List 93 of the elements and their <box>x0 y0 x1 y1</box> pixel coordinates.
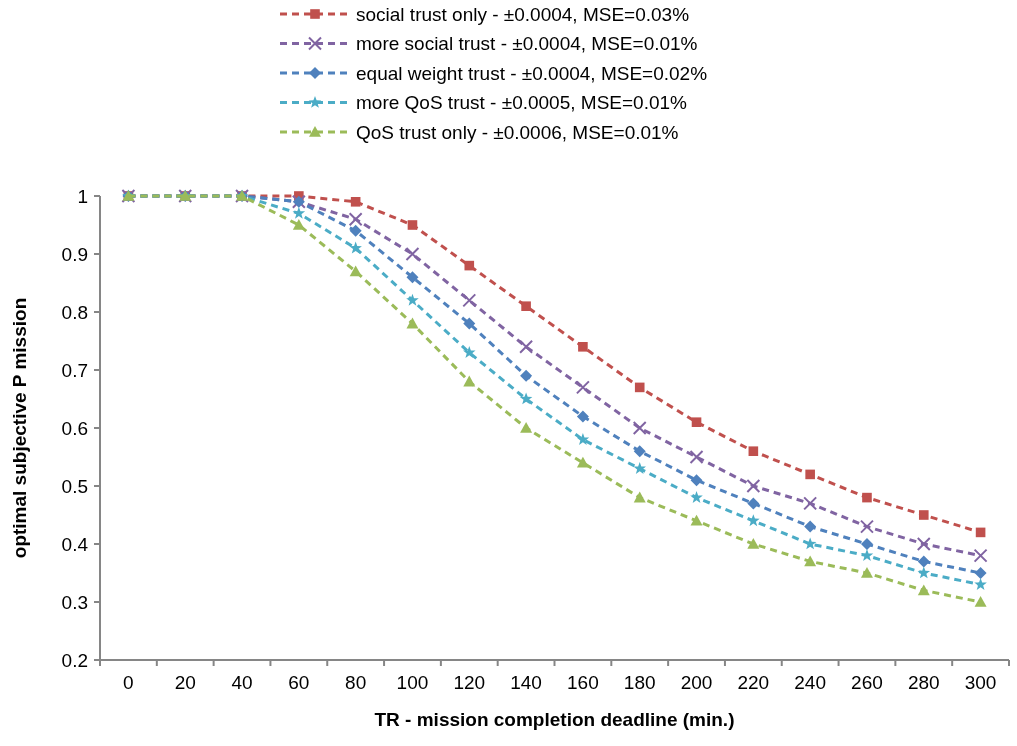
point <box>405 247 420 261</box>
point <box>690 474 703 487</box>
point <box>860 538 873 550</box>
point <box>803 537 817 550</box>
point <box>805 469 815 480</box>
point <box>464 260 475 271</box>
point <box>747 497 760 510</box>
y-tick-label: 0.3 <box>61 591 88 613</box>
point <box>690 491 703 503</box>
point <box>576 433 590 445</box>
point <box>634 382 645 393</box>
y-tick-label: 0.9 <box>61 243 88 265</box>
x-tick-label: 80 <box>345 672 367 693</box>
x-tick-label: 240 <box>794 672 827 693</box>
point <box>348 212 363 227</box>
point <box>747 514 760 527</box>
point <box>406 271 419 284</box>
point <box>860 549 874 561</box>
point <box>689 450 704 464</box>
point <box>917 555 930 568</box>
point <box>974 578 987 590</box>
point <box>747 538 760 549</box>
point <box>804 555 817 567</box>
point <box>916 537 931 551</box>
x-tick-label: 60 <box>288 672 310 693</box>
x-tick-label: 280 <box>907 672 940 693</box>
x-tick-label: 120 <box>453 672 486 693</box>
point <box>803 496 818 511</box>
x-tick-label: 300 <box>964 672 997 693</box>
point <box>406 293 419 306</box>
point <box>292 206 306 219</box>
point <box>349 265 362 277</box>
x-tick-label: 220 <box>737 672 770 693</box>
point <box>463 317 476 330</box>
legend-label: social trust only - ±0.0004, MSE=0.03% <box>356 3 690 25</box>
point <box>862 492 872 503</box>
y-tick-label: 0.5 <box>61 475 88 497</box>
point <box>974 596 987 607</box>
legend-label: QoS trust only - ±0.0006, MSE=0.01% <box>356 121 679 143</box>
point <box>349 224 362 237</box>
point <box>462 293 477 308</box>
point <box>406 317 419 329</box>
x-tick-label: 20 <box>174 672 196 693</box>
point <box>578 342 588 352</box>
point <box>804 520 817 533</box>
point <box>350 197 361 207</box>
x-tick-label: 140 <box>510 672 542 693</box>
x-axis-title: TR - mission completion deadline (min.) <box>374 709 735 730</box>
point <box>349 241 362 254</box>
point <box>917 566 931 579</box>
x-tick-label: 160 <box>567 672 599 693</box>
legend-label: equal weight trust - ±0.0004, MSE=0.02% <box>356 62 708 84</box>
point <box>973 548 988 563</box>
point <box>292 219 305 230</box>
legend-label: more social trust - ±0.0004, MSE=0.01% <box>356 33 698 55</box>
point <box>520 422 533 433</box>
y-tick-label: 0.4 <box>61 533 89 555</box>
point <box>860 567 873 578</box>
y-tick-label: 1 <box>77 185 88 207</box>
x-tick-label: 200 <box>680 672 713 693</box>
y-tick-label: 0.7 <box>61 359 88 381</box>
point <box>748 446 759 456</box>
point <box>520 369 533 382</box>
point <box>521 301 531 311</box>
point <box>633 491 646 503</box>
point <box>633 445 646 458</box>
x-tick-label: 260 <box>851 672 883 693</box>
point <box>746 479 761 493</box>
y-axis-title: optimal subjective P mission <box>9 297 30 559</box>
point <box>576 410 589 423</box>
x-tick-label: 40 <box>231 672 253 693</box>
point <box>633 462 646 474</box>
legend-label: more QoS trust - ±0.0005, MSE=0.01% <box>356 92 688 114</box>
point <box>519 339 534 354</box>
point <box>575 380 590 395</box>
x-tick-label: 180 <box>623 672 656 693</box>
point <box>463 375 476 387</box>
x-tick-label: 0 <box>123 672 134 693</box>
y-tick-label: 0.8 <box>61 301 88 323</box>
point <box>576 456 589 468</box>
point <box>690 514 703 526</box>
point <box>632 421 647 435</box>
point <box>519 392 533 405</box>
point <box>407 220 418 230</box>
point <box>917 584 930 596</box>
point <box>691 417 702 427</box>
y-tick-label: 0.2 <box>61 649 88 671</box>
point <box>918 510 929 520</box>
point <box>974 567 987 579</box>
point <box>463 346 476 358</box>
y-tick-label: 0.6 <box>61 417 88 439</box>
point <box>859 519 874 534</box>
x-tick-label: 100 <box>396 672 429 693</box>
